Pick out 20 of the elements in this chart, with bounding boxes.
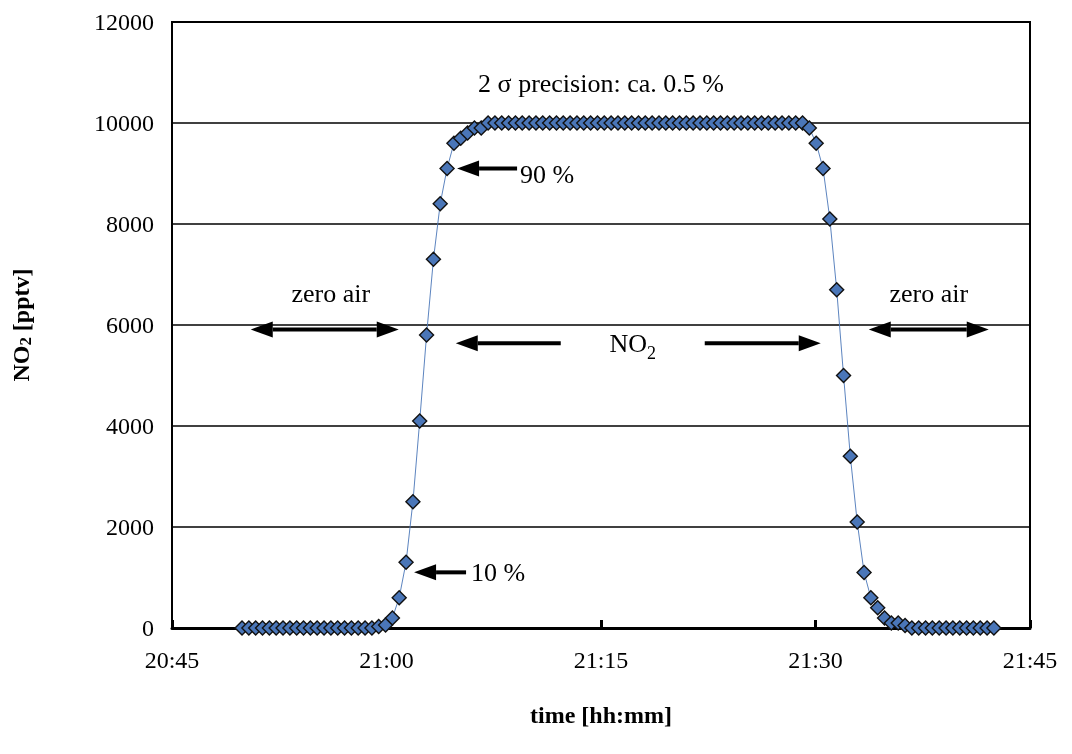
y-tick-label: 4000: [106, 413, 154, 439]
x-axis-title: time [hh:mm]: [530, 702, 672, 728]
annotation: zero air: [291, 278, 371, 308]
y-axis-title: NO2 [pptv]: [8, 268, 35, 382]
annotation: 10 %: [471, 557, 526, 587]
y-tick-label: 8000: [106, 211, 154, 237]
annotation: 90 %: [520, 159, 575, 189]
y-tick-label: 6000: [106, 312, 154, 338]
x-tick-label: 20:45: [144, 647, 200, 673]
y-tick-label: 2000: [106, 514, 154, 540]
x-tick-label: 21:00: [359, 647, 414, 673]
annotation: NO$_{2}$: [609, 328, 657, 364]
y-tick-label: 12000: [94, 9, 154, 35]
x-tick-label: 21:15: [573, 647, 629, 673]
annotation: zero air: [889, 278, 969, 308]
annotation: 2 σ precision: ca. 0.5 %: [478, 68, 724, 98]
x-tick-label: 21:45: [1002, 647, 1058, 673]
y-tick-label: 0: [142, 615, 154, 641]
y-tick-label: 10000: [94, 110, 154, 136]
x-tick-label: 21:30: [788, 647, 843, 673]
